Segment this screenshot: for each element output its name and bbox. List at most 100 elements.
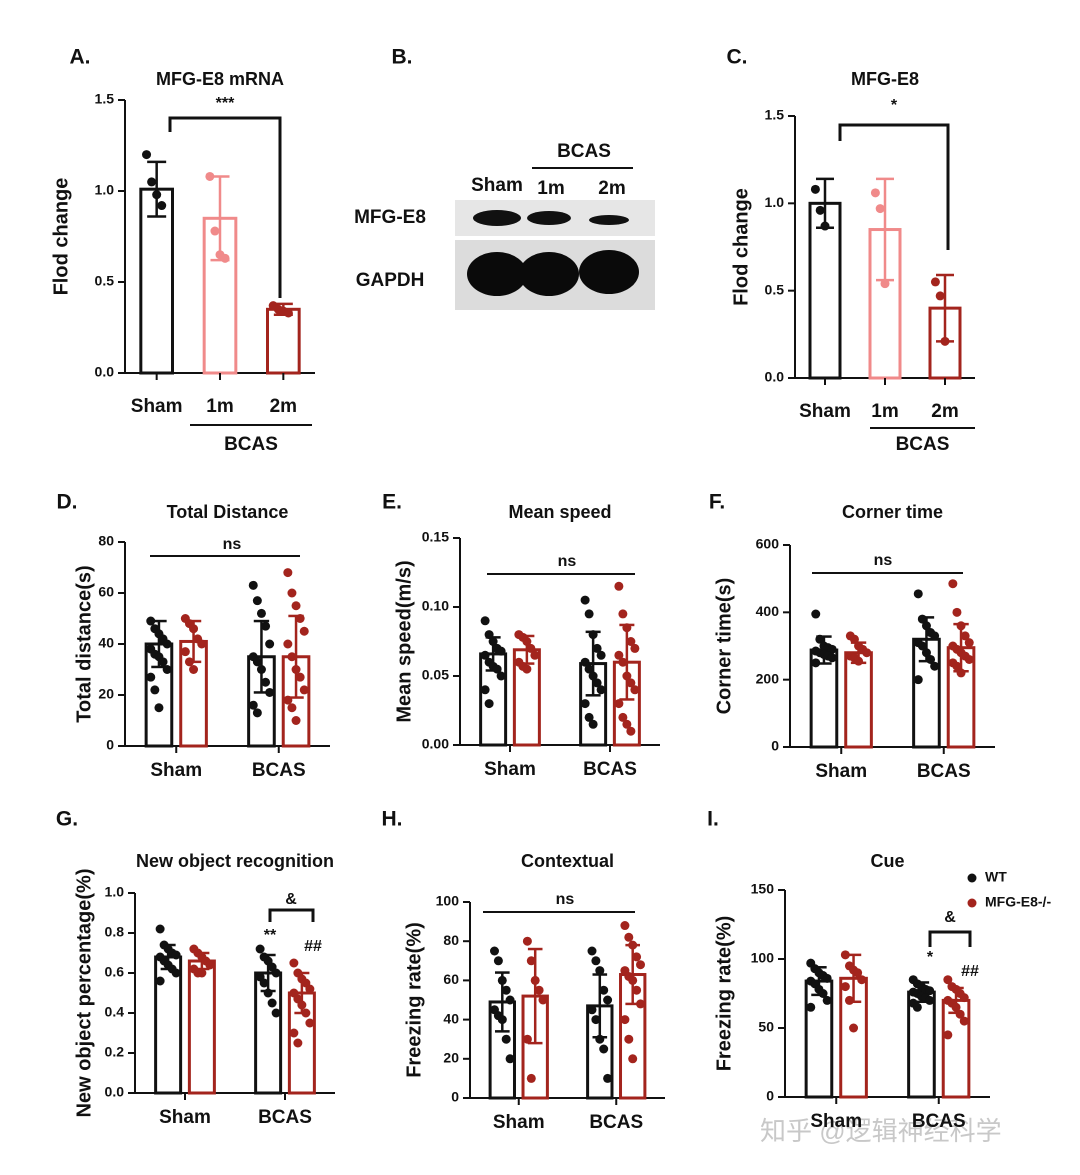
data-point [951, 1002, 961, 1012]
data-point [171, 968, 181, 978]
y-tick-label: 100 [751, 950, 775, 966]
significance-bracket [838, 123, 950, 250]
data-point [493, 956, 503, 966]
significance-label: ns [874, 552, 893, 569]
x-tick-label: BCAS [258, 1107, 312, 1128]
data-point [248, 700, 258, 710]
data-point [580, 699, 590, 709]
data-point [595, 966, 605, 976]
data-point [632, 985, 642, 995]
significance-label: ## [961, 963, 979, 980]
data-point [862, 648, 872, 658]
data-point [636, 999, 646, 1009]
x-tick-label: BCAS [917, 761, 971, 782]
data-point [624, 932, 634, 942]
group-label: BCAS [896, 434, 950, 455]
group-label: BCAS [557, 141, 611, 162]
data-point [526, 1073, 536, 1083]
data-point [155, 976, 165, 986]
data-point [488, 637, 498, 646]
lane-label: 2m [598, 178, 625, 199]
data-point [287, 652, 297, 662]
y-tick-label: 0.10 [422, 598, 449, 614]
y-tick-label: 200 [756, 670, 780, 686]
data-point [930, 631, 940, 641]
data-point [480, 650, 490, 660]
data-point [220, 253, 230, 263]
data-point [591, 1015, 601, 1025]
data-point [952, 661, 962, 671]
data-point [853, 968, 863, 978]
y-tick-label: 1.0 [95, 182, 115, 198]
data-point [925, 995, 935, 1005]
data-point [154, 703, 164, 713]
data-point [630, 685, 640, 695]
data-point [943, 975, 953, 985]
significance-label: ns [556, 891, 575, 908]
data-point [299, 685, 309, 695]
data-point [484, 630, 494, 640]
data-point [263, 988, 273, 998]
data-point [530, 650, 540, 660]
y-tick-label: 60 [443, 971, 459, 987]
chart-title: MFG-E8 [851, 69, 919, 89]
chart-title: Total Distance [167, 502, 289, 522]
data-point [921, 648, 931, 658]
data-point [956, 621, 966, 631]
group-label: BCAS [224, 434, 278, 455]
data-point [935, 291, 945, 301]
data-point [620, 1015, 630, 1025]
data-point [210, 226, 220, 236]
data-point [854, 656, 864, 666]
data-point [197, 639, 207, 649]
y-tick-label: 0.5 [95, 273, 115, 289]
x-tick-label: BCAS [912, 1111, 966, 1132]
data-point [626, 726, 636, 736]
data-point [811, 609, 821, 619]
data-point [492, 664, 502, 674]
data-point [155, 924, 165, 934]
data-point [822, 973, 832, 983]
data-point [849, 1023, 859, 1033]
data-point [283, 308, 293, 318]
data-point [299, 626, 309, 636]
data-point [295, 614, 305, 623]
data-point [205, 171, 215, 181]
y-axis-label: New object percentage(%) [73, 869, 95, 1118]
data-point [205, 960, 215, 970]
data-point [484, 699, 494, 709]
y-tick-label: 20 [443, 1050, 459, 1066]
x-tick-label: 1m [206, 396, 233, 417]
data-point [301, 1008, 311, 1018]
data-point [152, 190, 162, 200]
data-point [283, 568, 293, 578]
data-point [496, 646, 506, 656]
y-tick-label: 0.8 [105, 924, 125, 940]
data-point [840, 950, 850, 960]
data-point [189, 665, 199, 674]
data-point [289, 1028, 299, 1038]
data-point [158, 657, 168, 667]
significance-bracket [168, 116, 282, 298]
lane-label: Sham [471, 175, 523, 196]
data-point [297, 1000, 307, 1010]
panel-label: A. [70, 46, 91, 69]
x-tick-label: 2m [270, 396, 297, 417]
chart-title: Contextual [521, 851, 614, 871]
y-axis-label: Freezing rate(%) [403, 922, 425, 1078]
data-point [248, 580, 258, 590]
y-tick-label: 150 [751, 881, 775, 897]
y-axis-label: Flod change [50, 178, 72, 296]
x-tick-label: 1m [871, 401, 898, 422]
chart-title: New object recognition [136, 851, 334, 871]
data-point [618, 657, 628, 667]
y-axis-label: Total distance(s) [73, 565, 95, 722]
x-tick-label: Sham [810, 1111, 862, 1132]
y-tick-label: 0.4 [105, 1004, 125, 1020]
y-tick-label: 60 [98, 584, 114, 600]
data-point [497, 975, 507, 985]
panel-label: G. [56, 808, 78, 831]
y-tick-label: 1.0 [105, 884, 125, 900]
data-point [960, 631, 970, 641]
